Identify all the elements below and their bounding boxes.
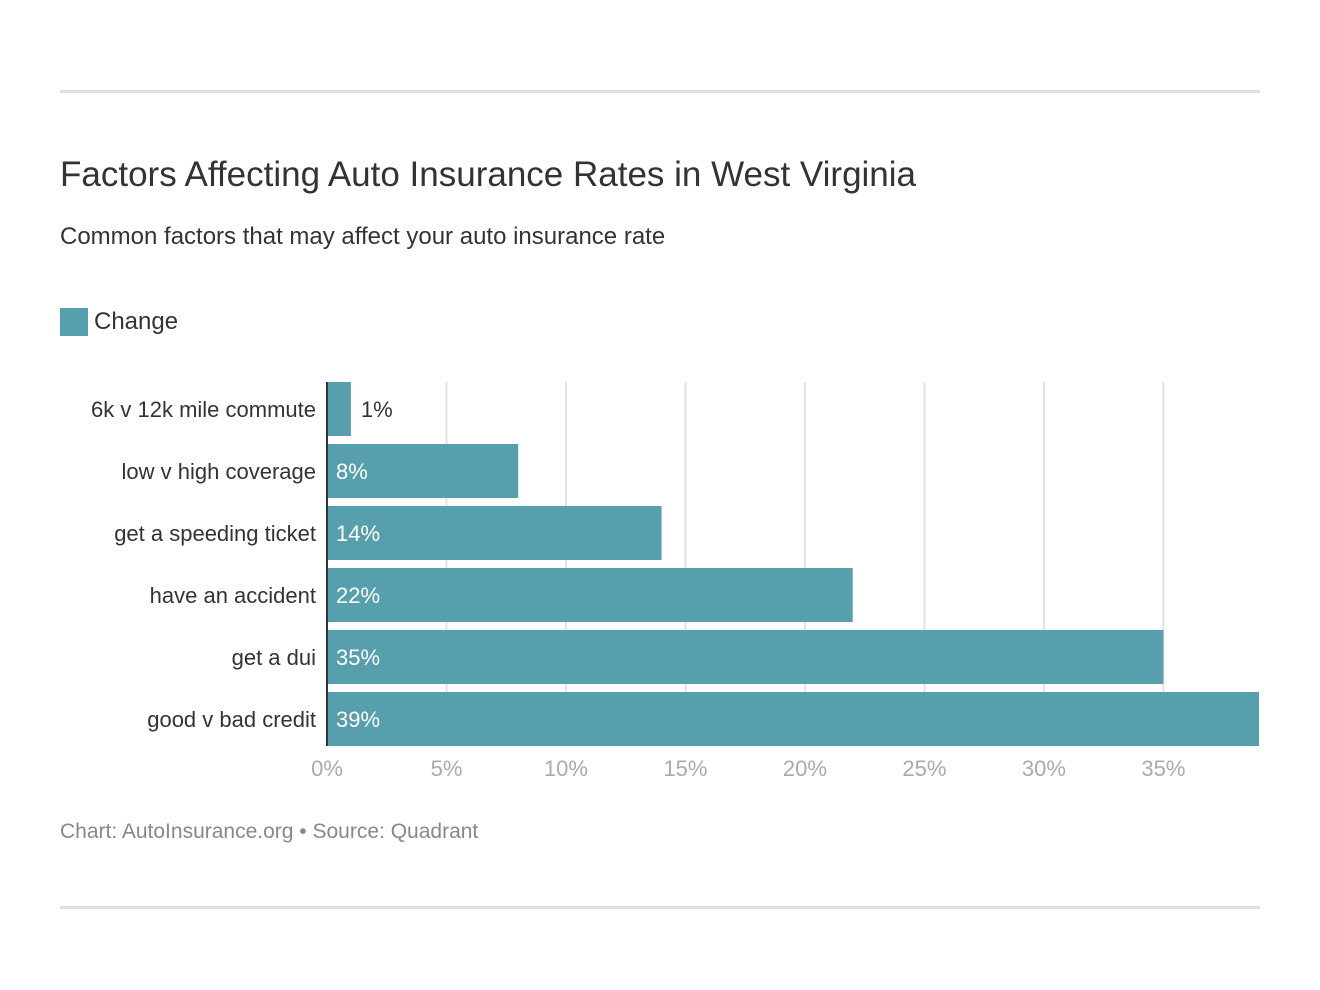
data-label: 8% [336, 459, 368, 484]
x-tick-label: 15% [663, 756, 707, 781]
x-tick-label: 30% [1022, 756, 1066, 781]
data-label: 14% [336, 521, 380, 546]
data-label: 39% [336, 707, 380, 732]
bar [327, 630, 1164, 684]
category-label: good v bad credit [147, 707, 316, 732]
top-rule [60, 90, 1260, 93]
bar [327, 444, 519, 498]
x-tick-label: 25% [902, 756, 946, 781]
legend: Change [60, 308, 178, 336]
bar [327, 692, 1259, 746]
category-label: get a dui [232, 645, 316, 670]
data-label: 22% [336, 583, 380, 608]
bar [327, 506, 662, 560]
bar [327, 568, 853, 622]
x-tick-label: 10% [544, 756, 588, 781]
chart-subtitle: Common factors that may affect your auto… [60, 223, 666, 250]
chart-footer: Chart: AutoInsurance.org • Source: Quadr… [60, 820, 479, 843]
data-label: 35% [336, 645, 380, 670]
x-tick-label: 5% [431, 756, 463, 781]
bar [327, 382, 351, 436]
x-tick-label: 20% [783, 756, 827, 781]
legend-label: Change [94, 308, 179, 335]
x-tick-label: 35% [1141, 756, 1185, 781]
category-label: have an accident [150, 583, 316, 608]
legend-swatch [60, 308, 88, 336]
category-label: low v high coverage [122, 459, 316, 484]
category-label: 6k v 12k mile commute [91, 397, 316, 422]
chart-title: Factors Affecting Auto Insurance Rates i… [60, 155, 917, 194]
x-tick-label: 0% [311, 756, 343, 781]
bottom-rule [60, 906, 1260, 909]
category-label: get a speeding ticket [114, 521, 316, 546]
data-label: 1% [361, 397, 393, 422]
